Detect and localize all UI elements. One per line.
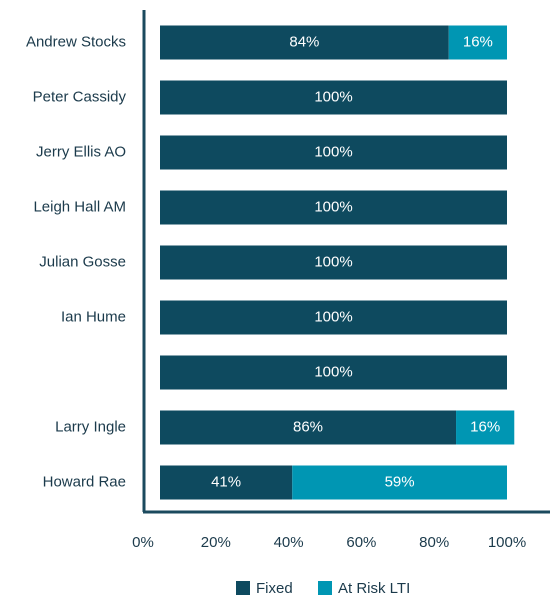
y-tick-label: Ian Hume [61, 308, 126, 325]
legend-label: At Risk LTI [338, 580, 410, 597]
x-tick-label: 0% [132, 534, 154, 551]
bar-label: 100% [314, 88, 352, 105]
bar [160, 245, 507, 280]
x-tick-label: 40% [274, 534, 304, 551]
y-tick-label: Andrew Stocks [26, 33, 126, 50]
y-tick-label: Larry Ingle [55, 418, 126, 435]
y-tick-label: Julian Gosse [39, 253, 126, 270]
legend-label: Fixed [256, 580, 293, 597]
bar [160, 300, 507, 335]
y-tick-label: Jerry Ellis AO [36, 143, 126, 160]
bar-label: 16% [463, 33, 493, 50]
bar [292, 465, 507, 500]
bar [160, 80, 507, 115]
x-tick-label: 60% [346, 534, 376, 551]
x-tick-label: 20% [201, 534, 231, 551]
bar-label: 100% [314, 143, 352, 160]
bar-label: 100% [314, 363, 352, 380]
bar [160, 135, 507, 170]
bar [160, 355, 507, 390]
bar-label: 100% [314, 308, 352, 325]
plot-area [160, 25, 515, 500]
legend-swatch [318, 581, 332, 595]
bar-label: 86% [293, 418, 323, 435]
bar [456, 410, 515, 445]
bar [160, 25, 449, 60]
y-tick-label: Leigh Hall AM [33, 198, 126, 215]
bar-label: 100% [314, 253, 352, 270]
bar [160, 190, 507, 225]
y-tick-label: Howard Rae [43, 473, 126, 490]
y-tick-label: Peter Cassidy [33, 88, 127, 105]
bar-label: 16% [470, 418, 500, 435]
legend-swatch [236, 581, 250, 595]
bar [160, 410, 457, 445]
bar-label: 59% [385, 473, 415, 490]
x-tick-label: 80% [419, 534, 449, 551]
bar [160, 465, 293, 500]
bar-label: 84% [289, 33, 319, 50]
x-tick-label: 100% [488, 534, 526, 551]
bar-label: 41% [211, 473, 241, 490]
bar-label: 100% [314, 198, 352, 215]
bar [448, 25, 507, 60]
